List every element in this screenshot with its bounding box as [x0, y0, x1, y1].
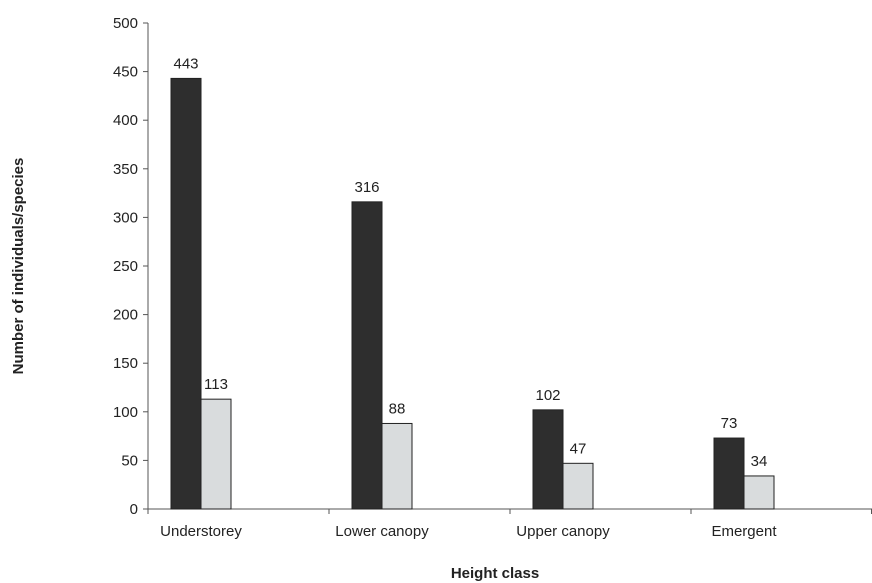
data-label: 443	[173, 55, 198, 72]
data-label: 88	[389, 400, 406, 417]
x-axis-title: Height class	[451, 565, 539, 582]
bar	[743, 475, 775, 510]
data-label: 73	[721, 415, 738, 432]
y-axis-title: Number of individuals/species	[10, 158, 27, 375]
bar	[562, 462, 594, 510]
data-label: 113	[204, 376, 228, 393]
data-labels: 443 113 316 88 102 47 73 34	[173, 55, 767, 470]
data-label: 34	[751, 453, 768, 470]
data-label: 47	[570, 440, 587, 457]
bar	[351, 201, 383, 510]
bar	[381, 422, 413, 510]
x-tick-label: Lower canopy	[335, 523, 429, 540]
x-tick-label: Upper canopy	[516, 523, 610, 540]
y-tick-label: 500	[113, 15, 138, 32]
y-tick-label: 0	[130, 501, 138, 518]
x-tick-label: Understorey	[160, 523, 242, 540]
bars	[170, 77, 775, 510]
bar	[532, 409, 564, 510]
y-tick-label: 400	[113, 112, 138, 129]
y-axis: 0 50 100 150 200 250 300 350 400 450 500	[113, 15, 149, 518]
y-tick-label: 300	[113, 209, 138, 226]
bar	[713, 437, 745, 510]
bar	[200, 398, 232, 510]
data-label: 316	[354, 179, 379, 196]
y-tick-label: 50	[121, 452, 138, 469]
bar	[170, 77, 202, 510]
y-tick-label: 200	[113, 307, 138, 324]
y-tick-label: 450	[113, 64, 138, 81]
data-label: 102	[535, 387, 560, 404]
y-tick-label: 350	[113, 161, 138, 178]
x-tick-label: Emergent	[711, 523, 777, 540]
y-tick-label: 100	[113, 404, 138, 421]
x-axis: Understorey Lower canopy Upper canopy Emerg…	[147, 508, 872, 540]
y-tick-label: 250	[113, 258, 138, 275]
y-tick-label: 150	[113, 355, 138, 372]
